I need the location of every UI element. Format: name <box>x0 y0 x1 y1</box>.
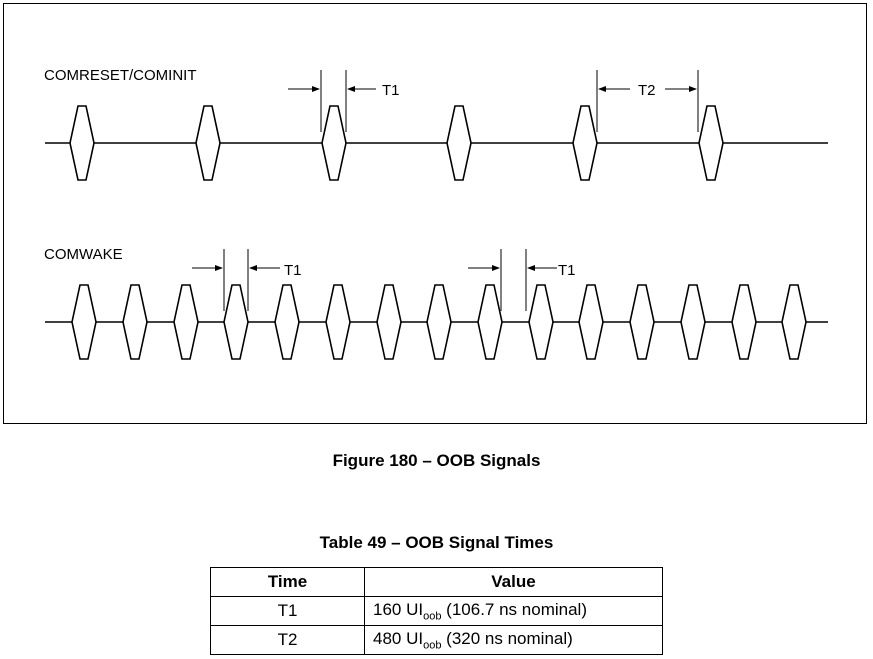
value-note: (320 ns nominal) <box>441 628 573 648</box>
comwake-burst-8 <box>426 284 452 360</box>
value-note: (106.7 ns nominal) <box>441 599 587 619</box>
comwake-burst-6 <box>325 284 351 360</box>
comreset-burst-3 <box>321 105 347 181</box>
table-caption: Table 49 – OOB Signal Times <box>319 533 554 552</box>
comwake-burst-1 <box>71 284 97 360</box>
table-row: T2 480 UIoob (320 ns nominal) <box>210 625 663 655</box>
table-row: T1 160 UIoob (106.7 ns nominal) <box>210 596 663 626</box>
cell-value: 160 UIoob (106.7 ns nominal) <box>364 596 663 626</box>
comreset-t2-label: T2 <box>638 82 656 99</box>
comreset-t2-marker: T2 <box>596 70 699 132</box>
oob-signal-diagram: COMRESET/COMINIT COMWAKE T1 T2 T1 T1 <box>44 67 828 360</box>
comwake-burst-13 <box>680 284 706 360</box>
table-header-row: Time Value <box>210 567 663 597</box>
value-text: 480 UI <box>373 628 424 648</box>
comreset-burst-5 <box>572 105 598 181</box>
comreset-burst-4 <box>446 105 472 181</box>
comwake-burst-10 <box>528 284 554 360</box>
comwake-burst-12 <box>629 284 655 360</box>
value-subscript: oob <box>423 610 442 623</box>
comwake-signal-label: COMWAKE <box>44 246 123 263</box>
comreset-t1-marker: T1 <box>288 70 400 132</box>
value-subscript: oob <box>423 639 442 652</box>
comwake-burst-15 <box>781 284 807 360</box>
comreset-burst-1 <box>69 105 95 181</box>
comreset-t1-label: T1 <box>382 82 400 99</box>
header-value: Value <box>364 567 663 597</box>
figure-frame <box>3 3 867 424</box>
comwake-burst-5 <box>274 284 300 360</box>
comwake-burst-7 <box>376 284 402 360</box>
comwake-burst-2 <box>122 284 148 360</box>
cell-time: T2 <box>210 625 365 655</box>
cell-value: 480 UIoob (320 ns nominal) <box>364 625 663 655</box>
comwake-burst-9 <box>477 284 503 360</box>
oob-signal-times-table: Time Value T1 160 UIoob (106.7 ns nomina… <box>210 567 663 655</box>
comwake-t1-marker-left: T1 <box>192 249 302 311</box>
comwake-t1-label-left: T1 <box>284 262 302 279</box>
value-text: 160 UI <box>373 599 424 619</box>
comreset-signal-label: COMRESET/COMINIT <box>44 67 197 84</box>
comreset-burst-2 <box>195 105 221 181</box>
header-time: Time <box>210 567 365 597</box>
comwake-t1-marker-right: T1 <box>468 249 576 311</box>
comwake-burst-14 <box>731 284 757 360</box>
comreset-burst-6 <box>698 105 724 181</box>
comreset-trace <box>45 105 828 181</box>
comwake-burst-4 <box>223 284 249 360</box>
comwake-burst-11 <box>578 284 604 360</box>
comwake-trace <box>45 284 828 360</box>
comwake-t1-label-right: T1 <box>558 262 576 279</box>
cell-time: T1 <box>210 596 365 626</box>
comwake-burst-3 <box>173 284 199 360</box>
figure-caption: Figure 180 – OOB Signals <box>332 451 541 470</box>
